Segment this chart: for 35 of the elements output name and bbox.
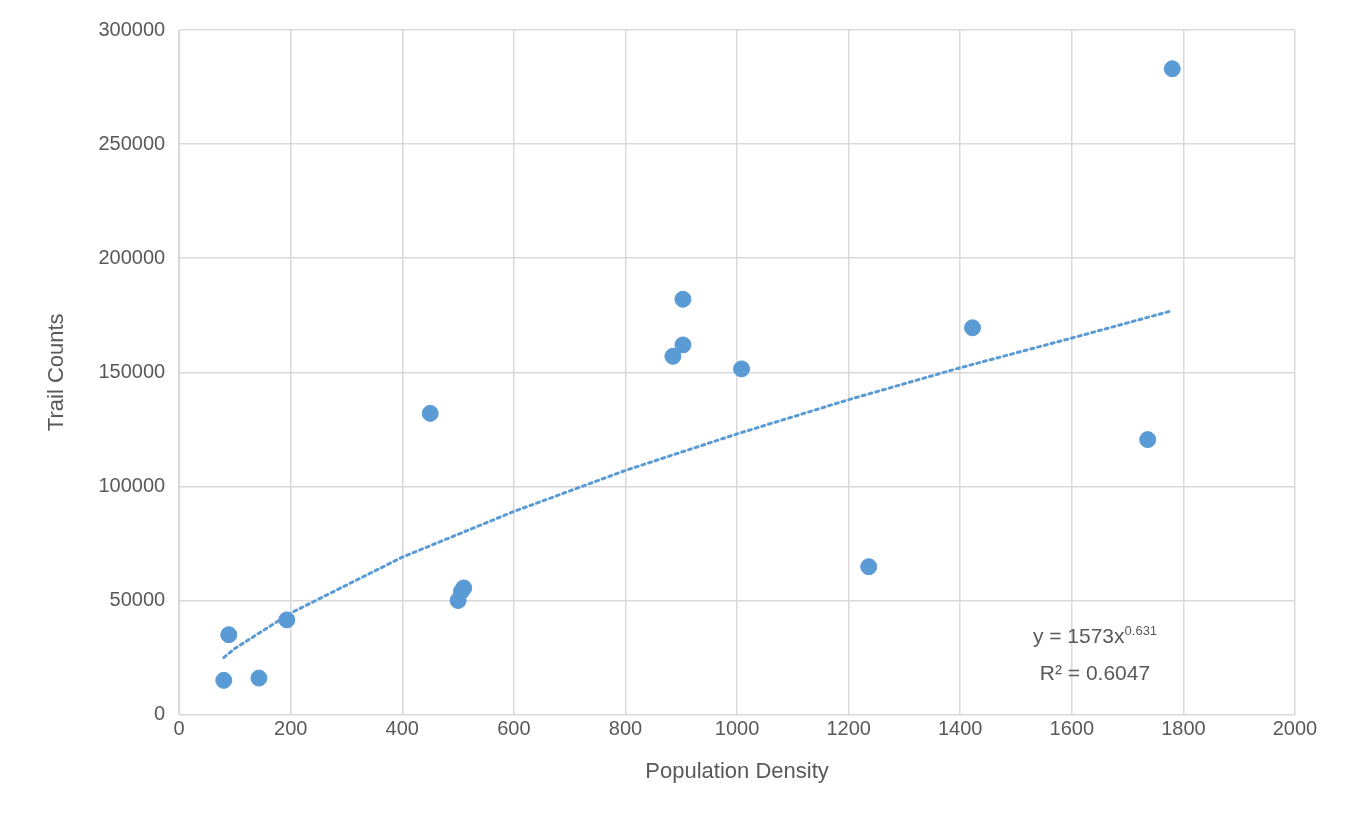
x-tick-label: 1600 [1049,717,1095,740]
x-tick-label: 400 [385,717,419,740]
x-tick-label: 0 [173,717,185,740]
x-tick-label: 2000 [1272,717,1318,740]
point [278,611,296,629]
point [1163,60,1181,78]
x-tick-label: 1200 [826,717,871,740]
point [674,336,692,354]
x-axis-title: Population Density [645,757,829,783]
y-tick-label: 150000 [98,359,166,382]
y-axis-title: Trail Counts [43,313,69,432]
point [250,669,268,687]
y-tick-label: 250000 [98,131,166,154]
point [964,319,982,337]
point [1139,431,1157,449]
y-tick-label: 200000 [98,245,166,268]
x-tick-label: 1800 [1161,717,1206,740]
x-tick-label: 800 [608,717,643,740]
point [664,347,682,365]
annotation: y = 1573x$^{0.631}$ [1032,622,1158,648]
y-tick-label: 100000 [98,473,166,496]
point [733,360,751,378]
point [860,558,878,576]
x-tick-label: 600 [497,717,531,740]
x-tick-label: 1400 [937,717,983,740]
point [215,671,233,689]
y-tick-label: 0 [154,702,166,725]
y-tick-label: 300000 [98,17,166,40]
annotation: R² = 0.6047 [1039,660,1151,685]
point [220,626,238,644]
x-tick-label: 200 [274,717,308,740]
point [674,290,692,308]
x-tick-label: 1000 [714,717,760,740]
y-tick-label: 50000 [109,588,166,611]
point [421,404,439,422]
